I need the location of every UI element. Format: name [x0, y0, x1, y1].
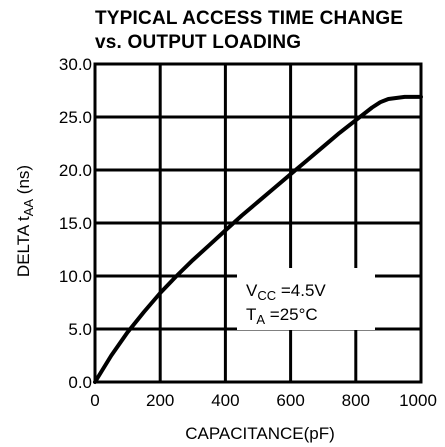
- x-tick-label-4: 800: [342, 391, 370, 410]
- y-tick-label-6: 30.0: [59, 55, 92, 74]
- annotation-vcc: VCC =4.5V: [246, 281, 326, 303]
- grid: [95, 64, 421, 382]
- y-axis-label-sub: AA: [21, 199, 36, 217]
- y-tick-labels: 0.0 5.0 10.0 15.0 20.0 25.0 30.0: [59, 55, 92, 392]
- x-tick-label-3: 600: [276, 391, 304, 410]
- y-tick-label-5: 25.0: [59, 108, 92, 127]
- y-axis-label-main: DELTA t: [14, 216, 33, 277]
- y-tick-label-0: 0.0: [68, 373, 92, 392]
- annotation-vcc-main: V: [246, 281, 258, 300]
- annotation-vcc-rest: =4.5V: [276, 281, 326, 300]
- chart-title-line-1: TYPICAL ACCESS TIME CHANGE: [95, 8, 404, 29]
- y-tick-label-2: 10.0: [59, 267, 92, 286]
- x-tick-label-1: 200: [146, 391, 174, 410]
- y-tick-label-1: 5.0: [68, 320, 92, 339]
- series-line: [93, 94, 423, 384]
- y-tick-label-3: 15.0: [59, 214, 92, 233]
- y-tick-label-4: 20.0: [59, 161, 92, 180]
- annotation-ta-rest: =25°C: [265, 305, 318, 324]
- chart-title-line-2: vs. OUTPUT LOADING: [95, 32, 302, 53]
- annotation-vcc-sub: CC: [257, 288, 276, 303]
- x-axis-label: CAPACITANCE(pF): [185, 424, 335, 443]
- annotation-ta-main: T: [246, 305, 256, 324]
- annotation-ta: TA =25°C: [246, 305, 318, 327]
- annotation-ta-sub: A: [256, 312, 265, 327]
- x-tick-label-5: 1000: [399, 391, 437, 410]
- x-tick-labels: 0 200 400 600 800 1000: [90, 391, 437, 410]
- y-axis-label: DELTA tAA (ns): [14, 165, 36, 277]
- x-tick-label-2: 400: [211, 391, 239, 410]
- y-axis-label-unit: (ns): [14, 165, 33, 199]
- annotation-background: [237, 268, 375, 330]
- plot-frame: [93, 62, 423, 384]
- x-tick-label-0: 0: [90, 391, 99, 410]
